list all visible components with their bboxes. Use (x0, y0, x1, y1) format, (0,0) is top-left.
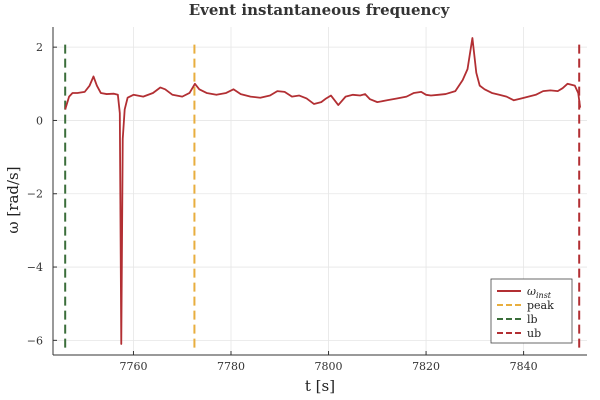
legend-label: lb (527, 313, 538, 326)
y-tick-label: −4 (27, 261, 43, 274)
x-tick-label: 7760 (119, 360, 147, 373)
x-tick-label: 7840 (510, 360, 538, 373)
y-ticks: −6 −4 −2 0 2 (27, 41, 57, 347)
axes (52, 27, 587, 356)
x-ticks: 7760 7780 7800 7820 7840 (119, 351, 538, 373)
grid (53, 27, 587, 355)
legend-label: ub (527, 327, 541, 340)
legend-box (490, 278, 573, 344)
plot-area (64, 37, 582, 348)
legend-label: peak (527, 299, 554, 312)
legend-label-subscript: inst (536, 291, 552, 300)
y-axis-label: ω [rad/s] (4, 166, 22, 233)
x-tick-label: 7780 (217, 360, 245, 373)
chart-title: Event instantaneous frequency (189, 1, 451, 19)
y-tick-label: −2 (27, 188, 43, 201)
y-tick-label: −6 (27, 334, 43, 347)
x-axis-label: t [s] (305, 377, 335, 395)
y-tick-label: 2 (36, 41, 43, 54)
series--inst-line (64, 37, 582, 345)
x-tick-label: 7800 (315, 360, 343, 373)
x-tick-label: 7820 (412, 360, 440, 373)
y-tick-label: 0 (36, 114, 43, 127)
